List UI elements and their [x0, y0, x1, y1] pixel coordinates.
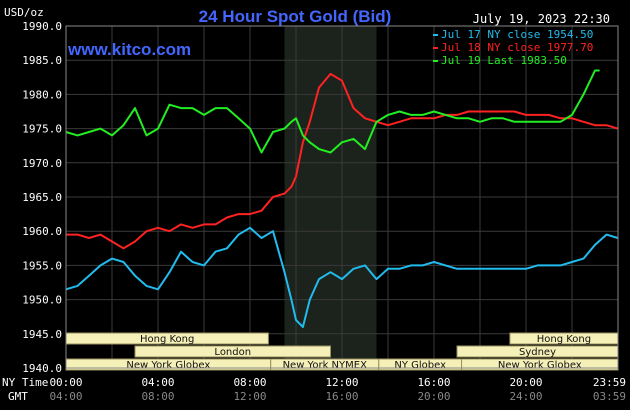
y-axis-unit-label: USD/oz [4, 6, 44, 19]
session-label: Hong Kong [140, 334, 194, 345]
session-label: New York Globex [498, 360, 582, 371]
x-tick-label-gmt: 08:00 [141, 390, 174, 403]
session-bars: Hong Kong Hong Kong London Sydney New York G… [65, 332, 619, 371]
legend-swatch [433, 47, 438, 49]
legend-entry: Jul 17 NY close 1954.50 [441, 28, 593, 41]
x-tick-label-ny: 23:59 [593, 376, 626, 389]
y-axis-labels: 1990.0 1985.0 1980.0 1975.0 1970.0 1965.0 1960… [22, 20, 62, 375]
grid [65, 25, 619, 369]
y-tick-label: 1955.0 [22, 259, 62, 272]
y-tick-label: 1975.0 [22, 123, 62, 136]
x-tick-label-gmt: 04:00 [49, 390, 82, 403]
x-tick-label-gmt: 03:59 [593, 390, 626, 403]
y-tick-label: 1990.0 [22, 20, 62, 33]
chart-title: 24 Hour Spot Gold (Bid) [199, 7, 392, 26]
site-watermark: www.kitco.com [67, 40, 191, 59]
x-axis-labels: 00:00 04:00 08:00 12:00 16:00 20:00 23:5904:00… [49, 376, 626, 403]
y-tick-label: 1965.0 [22, 191, 62, 204]
y-tick-label: 1970.0 [22, 157, 62, 170]
y-tick-label: 1940.0 [22, 362, 62, 375]
x-tick-label-ny: 12:00 [325, 376, 358, 389]
session-label: Hong Kong [537, 334, 591, 345]
x-tick-label-ny: 16:00 [417, 376, 450, 389]
series-line [65, 69, 600, 154]
x-tick-label-ny: 20:00 [509, 376, 542, 389]
y-tick-label: 1985.0 [22, 54, 62, 67]
x-tick-label-gmt: 12:00 [233, 390, 266, 403]
legend-swatch [433, 34, 438, 36]
x-tick-label-ny: 04:00 [141, 376, 174, 389]
session-label: NY Globex [394, 360, 446, 371]
x-row-label-ny: NY Time [2, 376, 48, 389]
legend-entry: Jul 18 NY close 1977.70 [441, 41, 593, 54]
series-line [65, 226, 619, 328]
x-tick-label-gmt: 20:00 [417, 390, 450, 403]
y-tick-label: 1960.0 [22, 225, 62, 238]
x-tick-label-ny: 08:00 [233, 376, 266, 389]
legend-swatch [433, 60, 438, 62]
timestamp: July 19, 2023 22:30 [473, 12, 610, 26]
x-row-label-gmt: GMT [8, 390, 28, 403]
y-tick-label: 1950.0 [22, 294, 62, 307]
x-tick-label-gmt: 16:00 [325, 390, 358, 403]
session-label: Sydney [519, 347, 556, 358]
session-label: New York Globex [126, 360, 210, 371]
plot-border [65, 25, 619, 369]
series-line [66, 72, 619, 250]
y-tick-label: 1980.0 [22, 88, 62, 101]
x-tick-label-gmt: 24:00 [509, 390, 542, 403]
session-label: New York NYMEX [283, 360, 368, 371]
series-lines [65, 69, 619, 328]
session-bar [134, 345, 331, 358]
x-tick-label-ny: 00:00 [49, 376, 82, 389]
legend-entry: Jul 19 Last 1983.50 [441, 54, 567, 67]
session-label: London [214, 347, 251, 358]
y-tick-label: 1945.0 [22, 328, 62, 341]
